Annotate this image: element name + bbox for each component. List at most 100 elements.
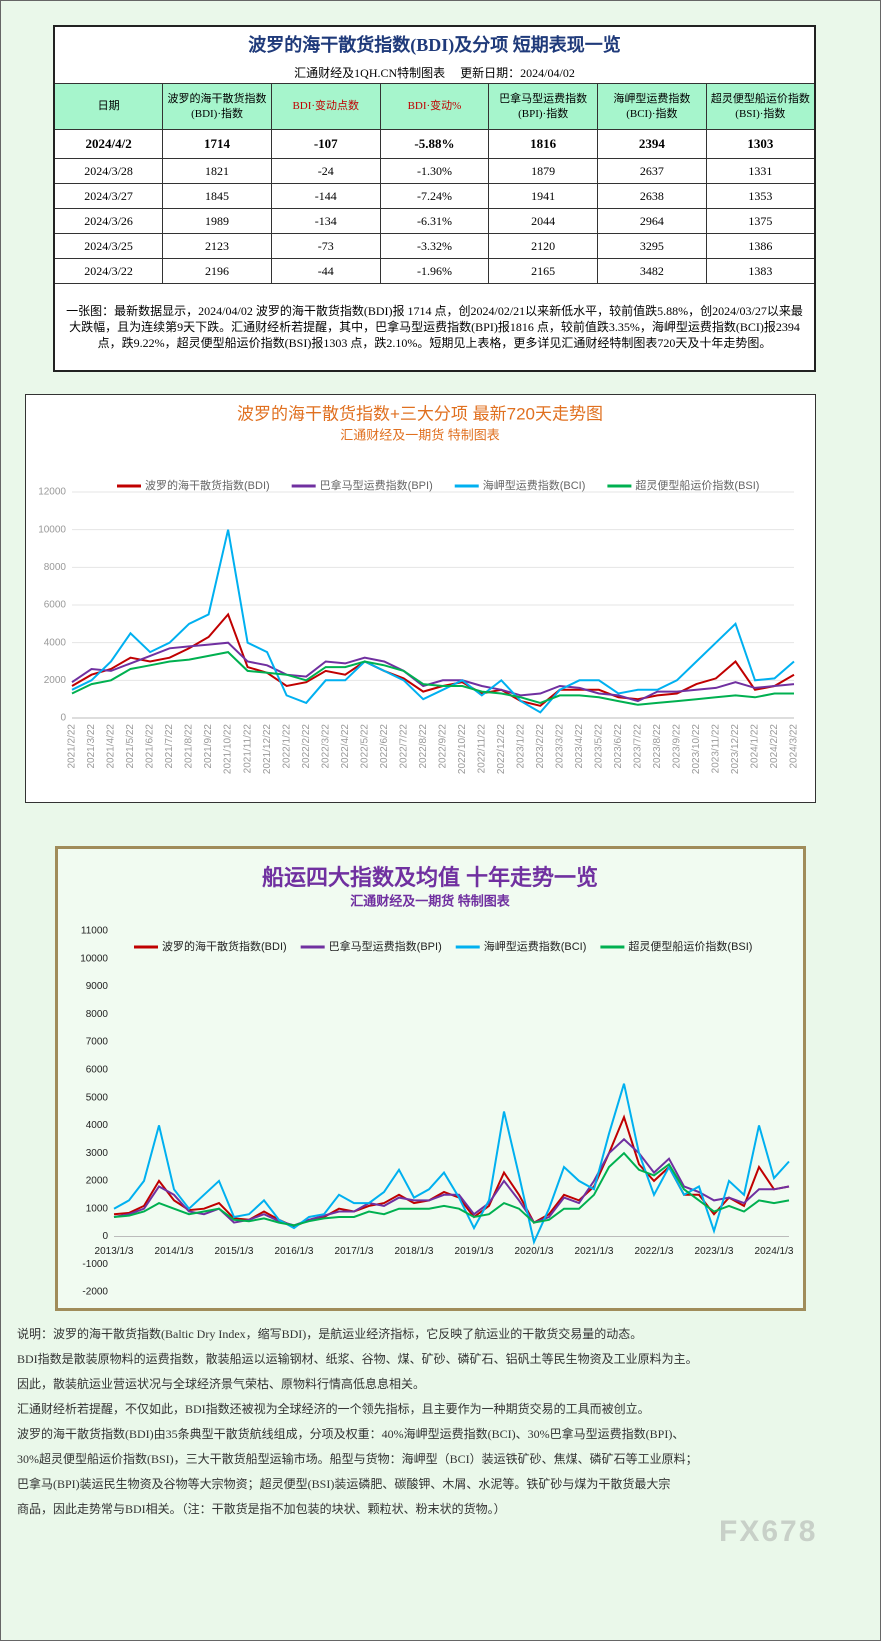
subtitle-row: 汇通财经及1QH.CN特制图表 更新日期：2024/04/02 [53, 61, 816, 84]
cell: 1386 [705, 233, 816, 259]
cell: -1.30% [379, 158, 490, 184]
y-tick-label: 2000 [86, 1176, 109, 1187]
legend-label: 海岬型运费指数(BCI) [483, 478, 586, 492]
header-cell: 日期 [53, 83, 164, 130]
legend-label: 巴拿马型运费指数(BPI) [320, 478, 433, 492]
legend-label: 超灵便型船运价指数(BSI) [635, 478, 759, 492]
x-tick-label: 2022/7/22 [398, 724, 409, 769]
cell: 2024/3/25 [53, 233, 164, 259]
cell: -7.24% [379, 183, 490, 209]
cell: 1303 [705, 129, 816, 159]
cell: 2024/3/27 [53, 183, 164, 209]
cell: 1383 [705, 258, 816, 284]
header-cell: 超灵便型船运价指数(BSI)·指数 [705, 83, 816, 130]
x-tick-label: 2024/2/22 [769, 724, 780, 769]
cell: 1989 [162, 208, 272, 234]
series-line [113, 1137, 790, 1227]
y-tick-label: 5000 [86, 1092, 109, 1103]
x-tick-label: 2022/12/22 [496, 724, 507, 774]
data-row: 2024/3/25 2123 -73 -3.32% 2120 3295 1386 [53, 233, 816, 259]
series-line [113, 1083, 790, 1246]
header-row: 日期 波罗的海干散货指数(BDI)·指数 BDI·变动点数 BDI·变动% 巴拿马型运费… [53, 83, 816, 130]
x-tick-label: 2022/11/22 [476, 724, 487, 774]
x-tick-label: 2015/1/3 [215, 1246, 254, 1257]
header-cell: BDI·变动点数 [270, 83, 381, 130]
series-line [71, 529, 795, 714]
header-cell: BDI·变动% [379, 83, 490, 130]
description-line: 波罗的海干散货指数(BDI)由35条典型干散货航线组成，分项及权重：40%海岬型… [17, 1427, 685, 1441]
cell: 1375 [705, 208, 816, 234]
x-tick-label: 2018/1/3 [395, 1246, 434, 1257]
series-line [71, 651, 794, 706]
y-tick-label: 2000 [44, 675, 67, 686]
cell: 2123 [162, 233, 272, 259]
y-tick-label: 0 [102, 1231, 108, 1242]
y-tick-label: 11000 [81, 926, 109, 937]
series-line [113, 1151, 790, 1227]
description-line: 商品，因此走势常与BDI相关。（注：干散货是指不加包装的块状、颗粒状、粉末状的货… [17, 1502, 506, 1516]
cell: 3482 [597, 258, 707, 284]
cell: 1331 [705, 158, 816, 184]
cell: 2196 [162, 258, 272, 284]
x-tick-label: 2022/6/22 [379, 724, 390, 769]
x-tick-label: 2014/1/3 [155, 1246, 194, 1257]
x-tick-label: 2022/1/3 [635, 1246, 674, 1257]
description-line: 因此，散装航运业营运状况与全球经济景气荣枯、原物料行情高低息息相关。 [17, 1377, 426, 1391]
x-tick-label: 2023/5/22 [594, 724, 605, 769]
x-tick-label: 2023/7/22 [633, 724, 644, 769]
watermark: FX678 [719, 1515, 818, 1548]
x-tick-label: 2021/1/3 [575, 1246, 614, 1257]
x-tick-label: 2019/1/3 [455, 1246, 494, 1257]
header-cell: 海岬型运费指数(BCI)·指数 [597, 83, 707, 130]
x-tick-label: 2023/9/22 [672, 724, 683, 769]
y-tick-label: 9000 [86, 981, 109, 992]
description-line: BDI指数是散装原物料的运费指数，散装船运以运输钢材、纸浆、谷物、煤、矿砂、磷矿… [17, 1352, 698, 1366]
note: 一张图：最新数据显示，2024/04/02 波罗的海干散货指数(BDI)报 17… [53, 283, 816, 372]
legend-label: 波罗的海干散货指数(BDI) [145, 478, 270, 492]
y-tick-label: 10000 [38, 524, 66, 535]
chart-subtitle: 汇通财经及一期货 特制图表 [340, 427, 500, 442]
description-line: 说明：波罗的海干散货指数(Baltic Dry Index，缩写BDI)，是航运… [17, 1327, 643, 1341]
x-tick-label: 2021/7/22 [164, 724, 175, 769]
data-row: 2024/3/26 1989 -134 -6.31% 2044 2964 1375 [53, 208, 816, 234]
x-tick-label: 2023/6/22 [613, 724, 624, 769]
cell: 2044 [488, 208, 599, 234]
cell: 2024/4/2 [53, 129, 164, 159]
cell: -73 [270, 233, 381, 259]
y-tick-label: 10000 [80, 953, 108, 964]
x-tick-label: 2021/6/22 [145, 724, 156, 769]
x-tick-label: 2021/8/22 [184, 724, 195, 769]
y-tick-label: 12000 [38, 487, 66, 498]
x-tick-label: 2013/1/3 [95, 1246, 134, 1257]
cell: 2394 [597, 129, 707, 159]
cell: -107 [270, 129, 381, 159]
cell: 1821 [162, 158, 272, 184]
y-tick-label: 0 [60, 713, 66, 724]
cell: 2120 [488, 233, 599, 259]
cell: -6.31% [379, 208, 490, 234]
y-tick-label: 6000 [86, 1064, 109, 1075]
chart-10y: 船运四大指数及均值 十年走势一览 汇通财经及一期货 特制图表 -2000 -100… [55, 846, 806, 1311]
x-tick-label: 2021/5/22 [125, 724, 136, 769]
chart-subtitle: 汇通财经及一期货 特制图表 [350, 893, 511, 908]
cell: 2024/3/22 [53, 258, 164, 284]
x-tick-label: 2023/1/22 [515, 724, 526, 769]
x-tick-label: 2017/1/3 [335, 1246, 374, 1257]
x-tick-label: 2024/1/22 [750, 724, 761, 769]
x-tick-label: 2021/2/22 [67, 724, 78, 769]
x-tick-label: 2022/4/22 [340, 724, 351, 769]
title-row: 波罗的海干散货指数(BDI)及分项 短期表现一览 [53, 25, 816, 61]
x-tick-label: 2023/4/22 [574, 724, 585, 769]
x-tick-label: 2023/12/22 [730, 724, 741, 774]
x-tick-label: 2024/3/22 [789, 724, 800, 769]
cell: 1714 [162, 129, 272, 159]
cell: 1941 [488, 183, 599, 209]
cell: 3295 [597, 233, 707, 259]
y-tick-label: 7000 [86, 1037, 109, 1048]
legend-label: 波罗的海干散货指数(BDI) [162, 939, 287, 953]
cell: -1.96% [379, 258, 490, 284]
x-tick-label: 2021/4/22 [106, 724, 117, 769]
table-title: 波罗的海干散货指数(BDI)及分项 短期表现一览 [53, 25, 816, 61]
x-tick-label: 2023/2/22 [535, 724, 546, 769]
x-tick-label: 2022/3/22 [320, 724, 331, 769]
